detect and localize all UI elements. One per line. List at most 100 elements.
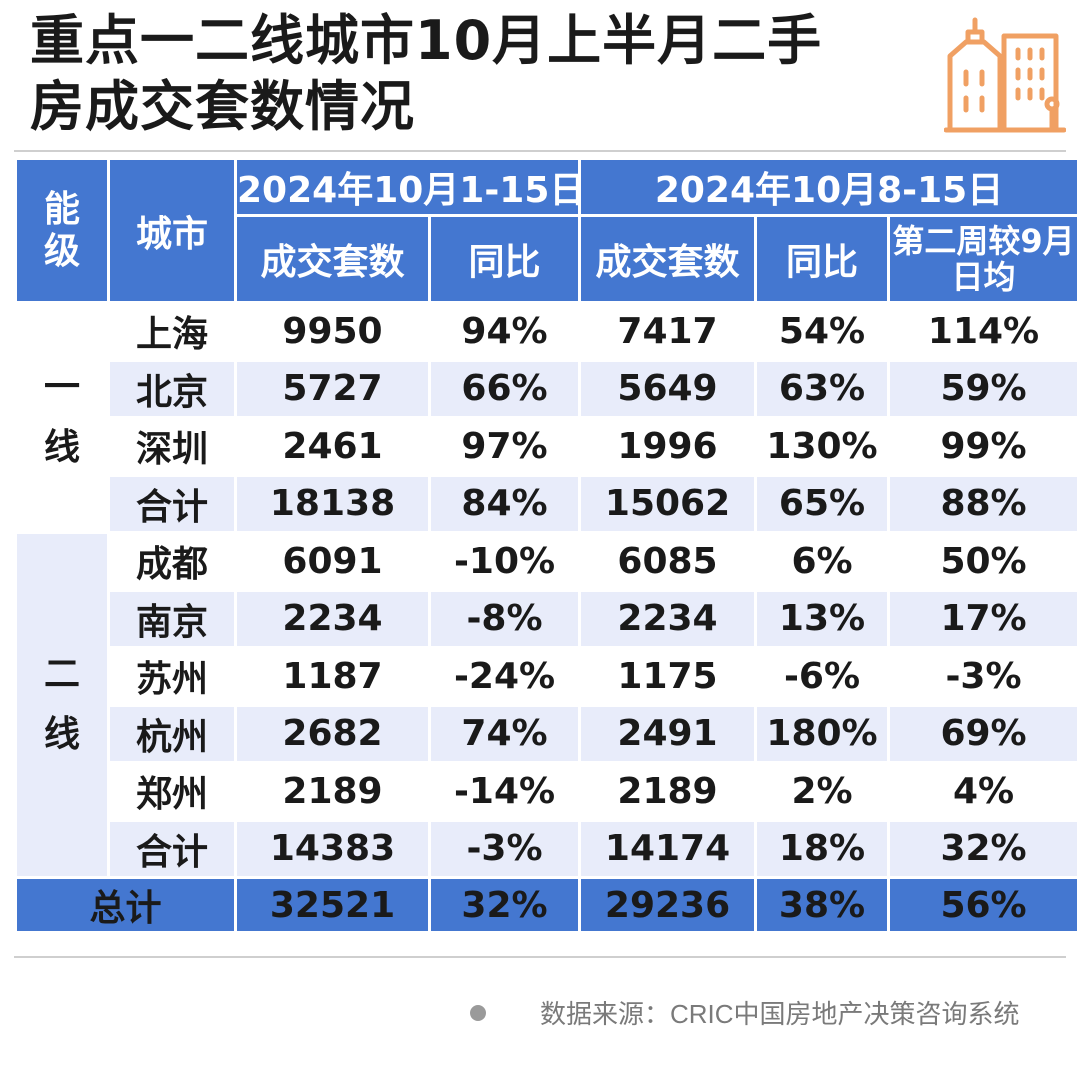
yoy-1-15-cell: -10% [431,534,582,592]
title-line-2: 房成交套数情况 [30,75,415,138]
yoy-8-15-cell: 65% [757,476,891,534]
top-divider [14,150,1066,152]
city-cell: 苏州 [110,649,237,707]
yoy-8-15-cell: 180% [757,706,891,764]
city-cell: 深圳 [110,419,237,477]
header-city: 城市 [110,160,237,304]
transactions-table: 能级 城市 2024年10月1-15日 2024年10月8-15日 成交套数 同… [17,160,1080,934]
total-vs-sep-avg-cell: 56% [890,879,1080,934]
vs-sep-avg-cell: 99% [890,419,1080,477]
header-tier: 能级 [17,160,110,304]
city-cell: 合计 [110,476,237,534]
yoy-8-15-cell: 130% [757,419,891,477]
yoy-1-15-cell: 74% [431,706,582,764]
total-yoy-8-15-cell: 38% [757,879,891,934]
deals-8-15-cell: 1175 [581,649,758,707]
header-vs-sep-avg: 第二周较9月日均 [890,217,1080,304]
deals-1-15-cell: 2234 [237,591,431,649]
header-period-1: 2024年10月1-15日 [237,160,585,217]
tier-label: 二线 [17,534,110,879]
deals-1-15-cell: 18138 [237,476,431,534]
source-text: 数据来源：CRIC中国房地产决策咨询系统 [540,999,1020,1029]
title-line-1: 重点一二线城市10月上半月二手 [30,9,823,72]
yoy-1-15-cell: -3% [431,821,582,879]
table-row: 合计 14383 -3% 14174 18% 32% [17,821,1080,879]
city-cell: 成都 [110,534,237,592]
deals-1-15-cell: 1187 [237,649,431,707]
yoy-1-15-cell: -14% [431,764,582,822]
deals-8-15-cell: 14174 [581,821,758,879]
table-row: 合计 18138 84% 15062 65% 88% [17,476,1080,534]
total-row: 总计 32521 32% 29236 38% 56% [17,879,1080,934]
yoy-1-15-cell: -8% [431,591,582,649]
yoy-8-15-cell: 63% [757,361,891,419]
city-cell: 上海 [110,304,237,362]
vs-sep-avg-cell: 114% [890,304,1080,362]
total-label: 总计 [17,879,237,934]
bullet-dot-icon [470,1004,486,1021]
table-row: 南京 2234 -8% 2234 13% 17% [17,591,1080,649]
city-cell: 合计 [110,821,237,879]
deals-1-15-cell: 5727 [237,361,431,419]
vs-sep-avg-cell: 50% [890,534,1080,592]
yoy-8-15-cell: 18% [757,821,891,879]
header-deals-1: 成交套数 [237,217,431,304]
deals-8-15-cell: 2234 [581,591,758,649]
yoy-8-15-cell: -6% [757,649,891,707]
deals-1-15-cell: 9950 [237,304,431,362]
table-row: 一线 上海 9950 94% 7417 54% 114% [17,304,1080,534]
vs-sep-avg-cell: 69% [890,706,1080,764]
table-row: 郑州 2189 -14% 2189 2% 4% [17,764,1080,822]
header-period-2: 2024年10月8-15日 [581,160,1080,217]
city-cell: 北京 [110,361,237,419]
header-row-1: 能级 城市 2024年10月1-15日 2024年10月8-15日 [17,160,1080,304]
city-buildings-icon [944,17,1066,133]
source-footer: 数据来源：CRIC中国房地产决策咨询系统 [470,994,1020,1031]
tier-label: 一线 [17,304,110,534]
yoy-1-15-cell: 84% [431,476,582,534]
vs-sep-avg-cell: 88% [890,476,1080,534]
vs-sep-avg-cell: 32% [890,821,1080,879]
page-title: 重点一二线城市10月上半月二手 房成交套数情况 [30,8,930,140]
city-cell: 南京 [110,591,237,649]
vs-sep-avg-cell: -3% [890,649,1080,707]
deals-1-15-cell: 2189 [237,764,431,822]
deals-1-15-cell: 6091 [237,534,431,592]
yoy-8-15-cell: 6% [757,534,891,592]
total-yoy-1-15-cell: 32% [431,879,582,934]
vs-sep-avg-cell: 17% [890,591,1080,649]
bottom-divider [14,956,1066,958]
header-row-2: 成交套数 同比 成交套数 同比 第二周较9月日均 [17,217,1080,304]
deals-8-15-cell: 7417 [581,304,758,362]
deals-1-15-cell: 2682 [237,706,431,764]
yoy-1-15-cell: 94% [431,304,582,362]
city-cell: 杭州 [110,706,237,764]
header-deals-2: 成交套数 [581,217,758,304]
table-row: 苏州 1187 -24% 1175 -6% -3% [17,649,1080,707]
vs-sep-avg-cell: 4% [890,764,1080,822]
yoy-1-15-cell: 66% [431,361,582,419]
deals-8-15-cell: 2491 [581,706,758,764]
city-cell: 郑州 [110,764,237,822]
deals-8-15-cell: 15062 [581,476,758,534]
yoy-1-15-cell: 97% [431,419,582,477]
total-deals-8-15-cell: 29236 [581,879,758,934]
deals-1-15-cell: 14383 [237,821,431,879]
table-row: 深圳 2461 97% 1996 130% 99% [17,419,1080,477]
deals-8-15-cell: 1996 [581,419,758,477]
header-yoy-2: 同比 [757,217,891,304]
yoy-8-15-cell: 54% [757,304,891,362]
total-deals-1-15-cell: 32521 [237,879,431,934]
deals-8-15-cell: 2189 [581,764,758,822]
deals-1-15-cell: 2461 [237,419,431,477]
tier-label-text: 一线 [43,366,80,468]
table-row: 二线 成都 6091 -10% 6085 6% 50% [17,534,1080,879]
table-row: 北京 5727 66% 5649 63% 59% [17,361,1080,419]
yoy-8-15-cell: 2% [757,764,891,822]
yoy-1-15-cell: -24% [431,649,582,707]
table-row: 杭州 2682 74% 2491 180% 69% [17,706,1080,764]
tier-label-text: 二线 [43,654,80,755]
deals-8-15-cell: 5649 [581,361,758,419]
header-tier-label: 能级 [43,188,80,272]
yoy-8-15-cell: 13% [757,591,891,649]
